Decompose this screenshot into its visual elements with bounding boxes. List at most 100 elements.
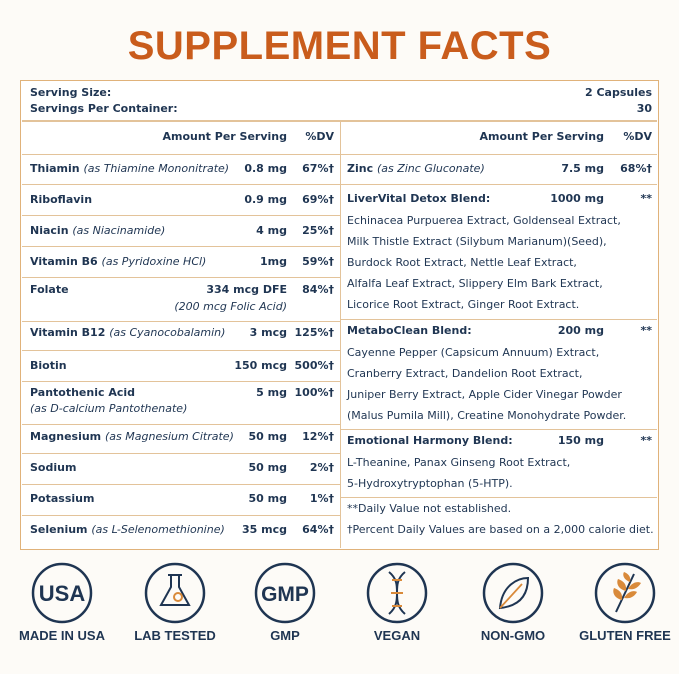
divider: [341, 429, 657, 430]
divider: [22, 350, 340, 351]
nutrient-name: Riboflavin: [30, 193, 93, 206]
amount: 334 mcg DFE: [206, 283, 287, 296]
title: SUPPLEMENT FACTS: [127, 24, 552, 68]
daily-value: 64%†: [302, 523, 334, 536]
nutrient-note: (as Cyanocobalamin): [109, 326, 226, 339]
divider: [22, 277, 340, 278]
daily-value: 59%†: [302, 255, 334, 268]
divider: [341, 319, 657, 320]
amount: 50 mg: [248, 461, 287, 474]
ingredient-line: Cayenne Pepper (Capsicum Annuum) Extract…: [347, 346, 600, 359]
daily-value: **: [640, 324, 652, 337]
badge-circle: [366, 562, 428, 624]
daily-value: **: [640, 192, 652, 205]
daily-value: **: [640, 434, 652, 447]
daily-value: 1%†: [309, 492, 334, 505]
facts-panel: [20, 80, 659, 550]
nutrient-name: Vitamin B12 (as Cyanocobalamin): [30, 325, 225, 341]
serving-size-value: 2 Capsules: [584, 86, 652, 99]
nutrient-name: Thiamin: [30, 162, 80, 175]
divider: [341, 154, 657, 155]
blend-name: LiverVital Detox Blend:: [347, 192, 491, 205]
blend-name: Emotional Harmony Blend:: [347, 434, 513, 447]
badge-label: GMP: [270, 628, 300, 643]
ingredient-line: Milk Thistle Extract (Silybum Marianum)(…: [347, 235, 607, 248]
badge-label: NON-GMO: [480, 628, 546, 643]
ingredient-line: Alfalfa Leaf Extract, Slippery Elm Bark …: [347, 277, 603, 290]
badge-circle: [594, 562, 656, 624]
nutrient-name: Magnesium: [30, 430, 102, 443]
ingredient-line: Burdock Root Extract, Nettle Leaf Extrac…: [347, 256, 577, 269]
nutrient-name: Selenium: [30, 523, 88, 536]
amount: 0.8 mg: [244, 162, 287, 175]
nutrient-name: Niacin: [30, 224, 69, 237]
amount: 150 mcg: [234, 359, 287, 372]
ingredient-line: Juniper Berry Extract, Apple Cider Vineg…: [347, 388, 622, 401]
nutrient-name: Vitamin B6 (as Pyridoxine HCl): [30, 254, 206, 270]
divider: [22, 321, 340, 322]
badge-icon-text: GMP: [261, 583, 309, 606]
dna-rungs: [391, 579, 403, 607]
divider: [22, 246, 340, 247]
nutrient-name: Niacin (as Niacinamide): [30, 223, 165, 239]
amount: 0.9 mg: [244, 193, 287, 206]
nutrient-name: Pantothenic Acid: [30, 385, 135, 401]
badge-circle: [144, 562, 206, 624]
nutrient-name: Vitamin B6: [30, 255, 98, 268]
nutrient-name: Riboflavin: [30, 192, 92, 208]
nutrient-note: (as Pyridoxine HCl): [101, 255, 207, 268]
daily-value: 125%†: [294, 326, 334, 339]
leaf-vein: [499, 583, 523, 609]
blend-amount: 200 mg: [557, 324, 604, 337]
wheat-grains: [613, 572, 641, 600]
badge-label: MADE IN USA: [19, 628, 105, 643]
divider: [22, 515, 340, 516]
nutrient-note: (as Thiamine Mononitrate): [83, 162, 230, 175]
nutrient-name: Potassium: [30, 491, 94, 507]
amount: 3 mcg: [249, 326, 287, 339]
badge-icon-text: USA: [39, 581, 86, 606]
divider: [22, 453, 340, 454]
daily-value: 100%†: [294, 386, 334, 399]
nutrient-name: Potassium: [30, 492, 95, 505]
nutrient-name: Sodium: [30, 460, 76, 476]
nutrient-note: (as L-Selenomethionine): [91, 523, 225, 536]
daily-value: 500%†: [294, 359, 334, 372]
nutrient-note: (as Zinc Gluconate): [376, 162, 485, 175]
nutrient-note: (as Niacinamide): [72, 224, 166, 237]
badge-circle: [31, 562, 93, 624]
divider: [22, 215, 340, 216]
amount: 5 mg: [256, 386, 287, 399]
servings-per-container-value: 30: [636, 102, 652, 115]
divider: [341, 184, 657, 185]
nutrient-name: Biotin: [30, 359, 67, 372]
badge-circle: [254, 562, 316, 624]
daily-value: 12%†: [302, 430, 334, 443]
blend-name: MetaboClean Blend:: [347, 324, 472, 337]
nutrient-name: Folate: [30, 282, 69, 298]
flask-bubble: [173, 592, 183, 602]
dv-header: %DV: [305, 130, 334, 143]
daily-value: 68%†: [620, 162, 652, 175]
divider: [22, 381, 340, 382]
footnote: †Percent Daily Values are based on a 2,0…: [347, 523, 654, 536]
divider: [22, 484, 340, 485]
daily-value: 84%†: [302, 283, 334, 296]
daily-value: 2%†: [309, 461, 334, 474]
column-divider: [340, 122, 341, 548]
badge-label: LAB TESTED: [134, 628, 216, 643]
nutrient-name: Vitamin B12: [30, 326, 106, 339]
amount-header: Amount Per Serving: [479, 130, 604, 143]
blend-amount: 150 mg: [557, 434, 604, 447]
divider: [22, 424, 340, 425]
divider: [22, 154, 340, 155]
daily-value: 25%†: [302, 224, 334, 237]
daily-value: 67%†: [302, 162, 334, 175]
wheat-stem: [615, 573, 635, 613]
amount: 50 mg: [248, 430, 287, 443]
divider: [341, 497, 657, 498]
ingredient-line: Licorice Root Extract, Ginger Root Extra…: [347, 298, 580, 311]
ingredient-line: 5-Hydroxytryptophan (5-HTP).: [347, 477, 513, 490]
divider: [22, 184, 340, 185]
serving-size-label: Serving Size:: [30, 86, 112, 99]
